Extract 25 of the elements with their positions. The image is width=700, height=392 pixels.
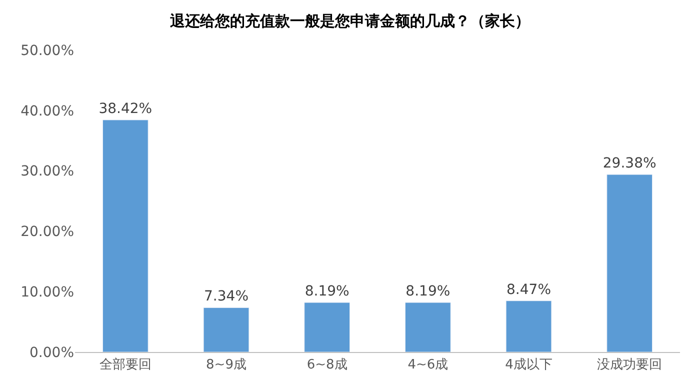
y-tick-label: 40.00% bbox=[20, 103, 74, 120]
x-tick-label: 全部要回 bbox=[99, 358, 152, 373]
y-tick-label: 20.00% bbox=[20, 224, 74, 240]
x-tick-label: 没成功要回 bbox=[597, 358, 662, 373]
x-tick-label: 8~9成 bbox=[206, 358, 246, 373]
x-tick-label: 4成以下 bbox=[505, 358, 552, 373]
x-tick-label: 4~6成 bbox=[408, 358, 448, 373]
chart-title: 退还给您的充值款一般是您申请金额的几成？（家长） bbox=[169, 12, 530, 30]
data-label: 8.19% bbox=[406, 284, 450, 300]
bar bbox=[203, 307, 250, 352]
bar bbox=[506, 300, 552, 352]
bar bbox=[404, 302, 451, 352]
x-tick-label: 6~8成 bbox=[306, 358, 348, 373]
y-tick-label: 10.00% bbox=[20, 284, 74, 300]
bar bbox=[304, 302, 350, 352]
y-tick-label: 30.00% bbox=[20, 164, 74, 180]
data-label: 8.47% bbox=[506, 282, 551, 298]
data-label: 8.19% bbox=[304, 284, 350, 300]
y-tick-label: 50.00% bbox=[20, 42, 74, 59]
bar bbox=[102, 120, 148, 352]
bar bbox=[606, 174, 653, 352]
data-label: 7.34% bbox=[204, 288, 248, 305]
data-label: 29.38% bbox=[602, 156, 656, 172]
data-label: 38.42% bbox=[98, 100, 152, 117]
y-tick-label: 0.00% bbox=[30, 344, 74, 361]
